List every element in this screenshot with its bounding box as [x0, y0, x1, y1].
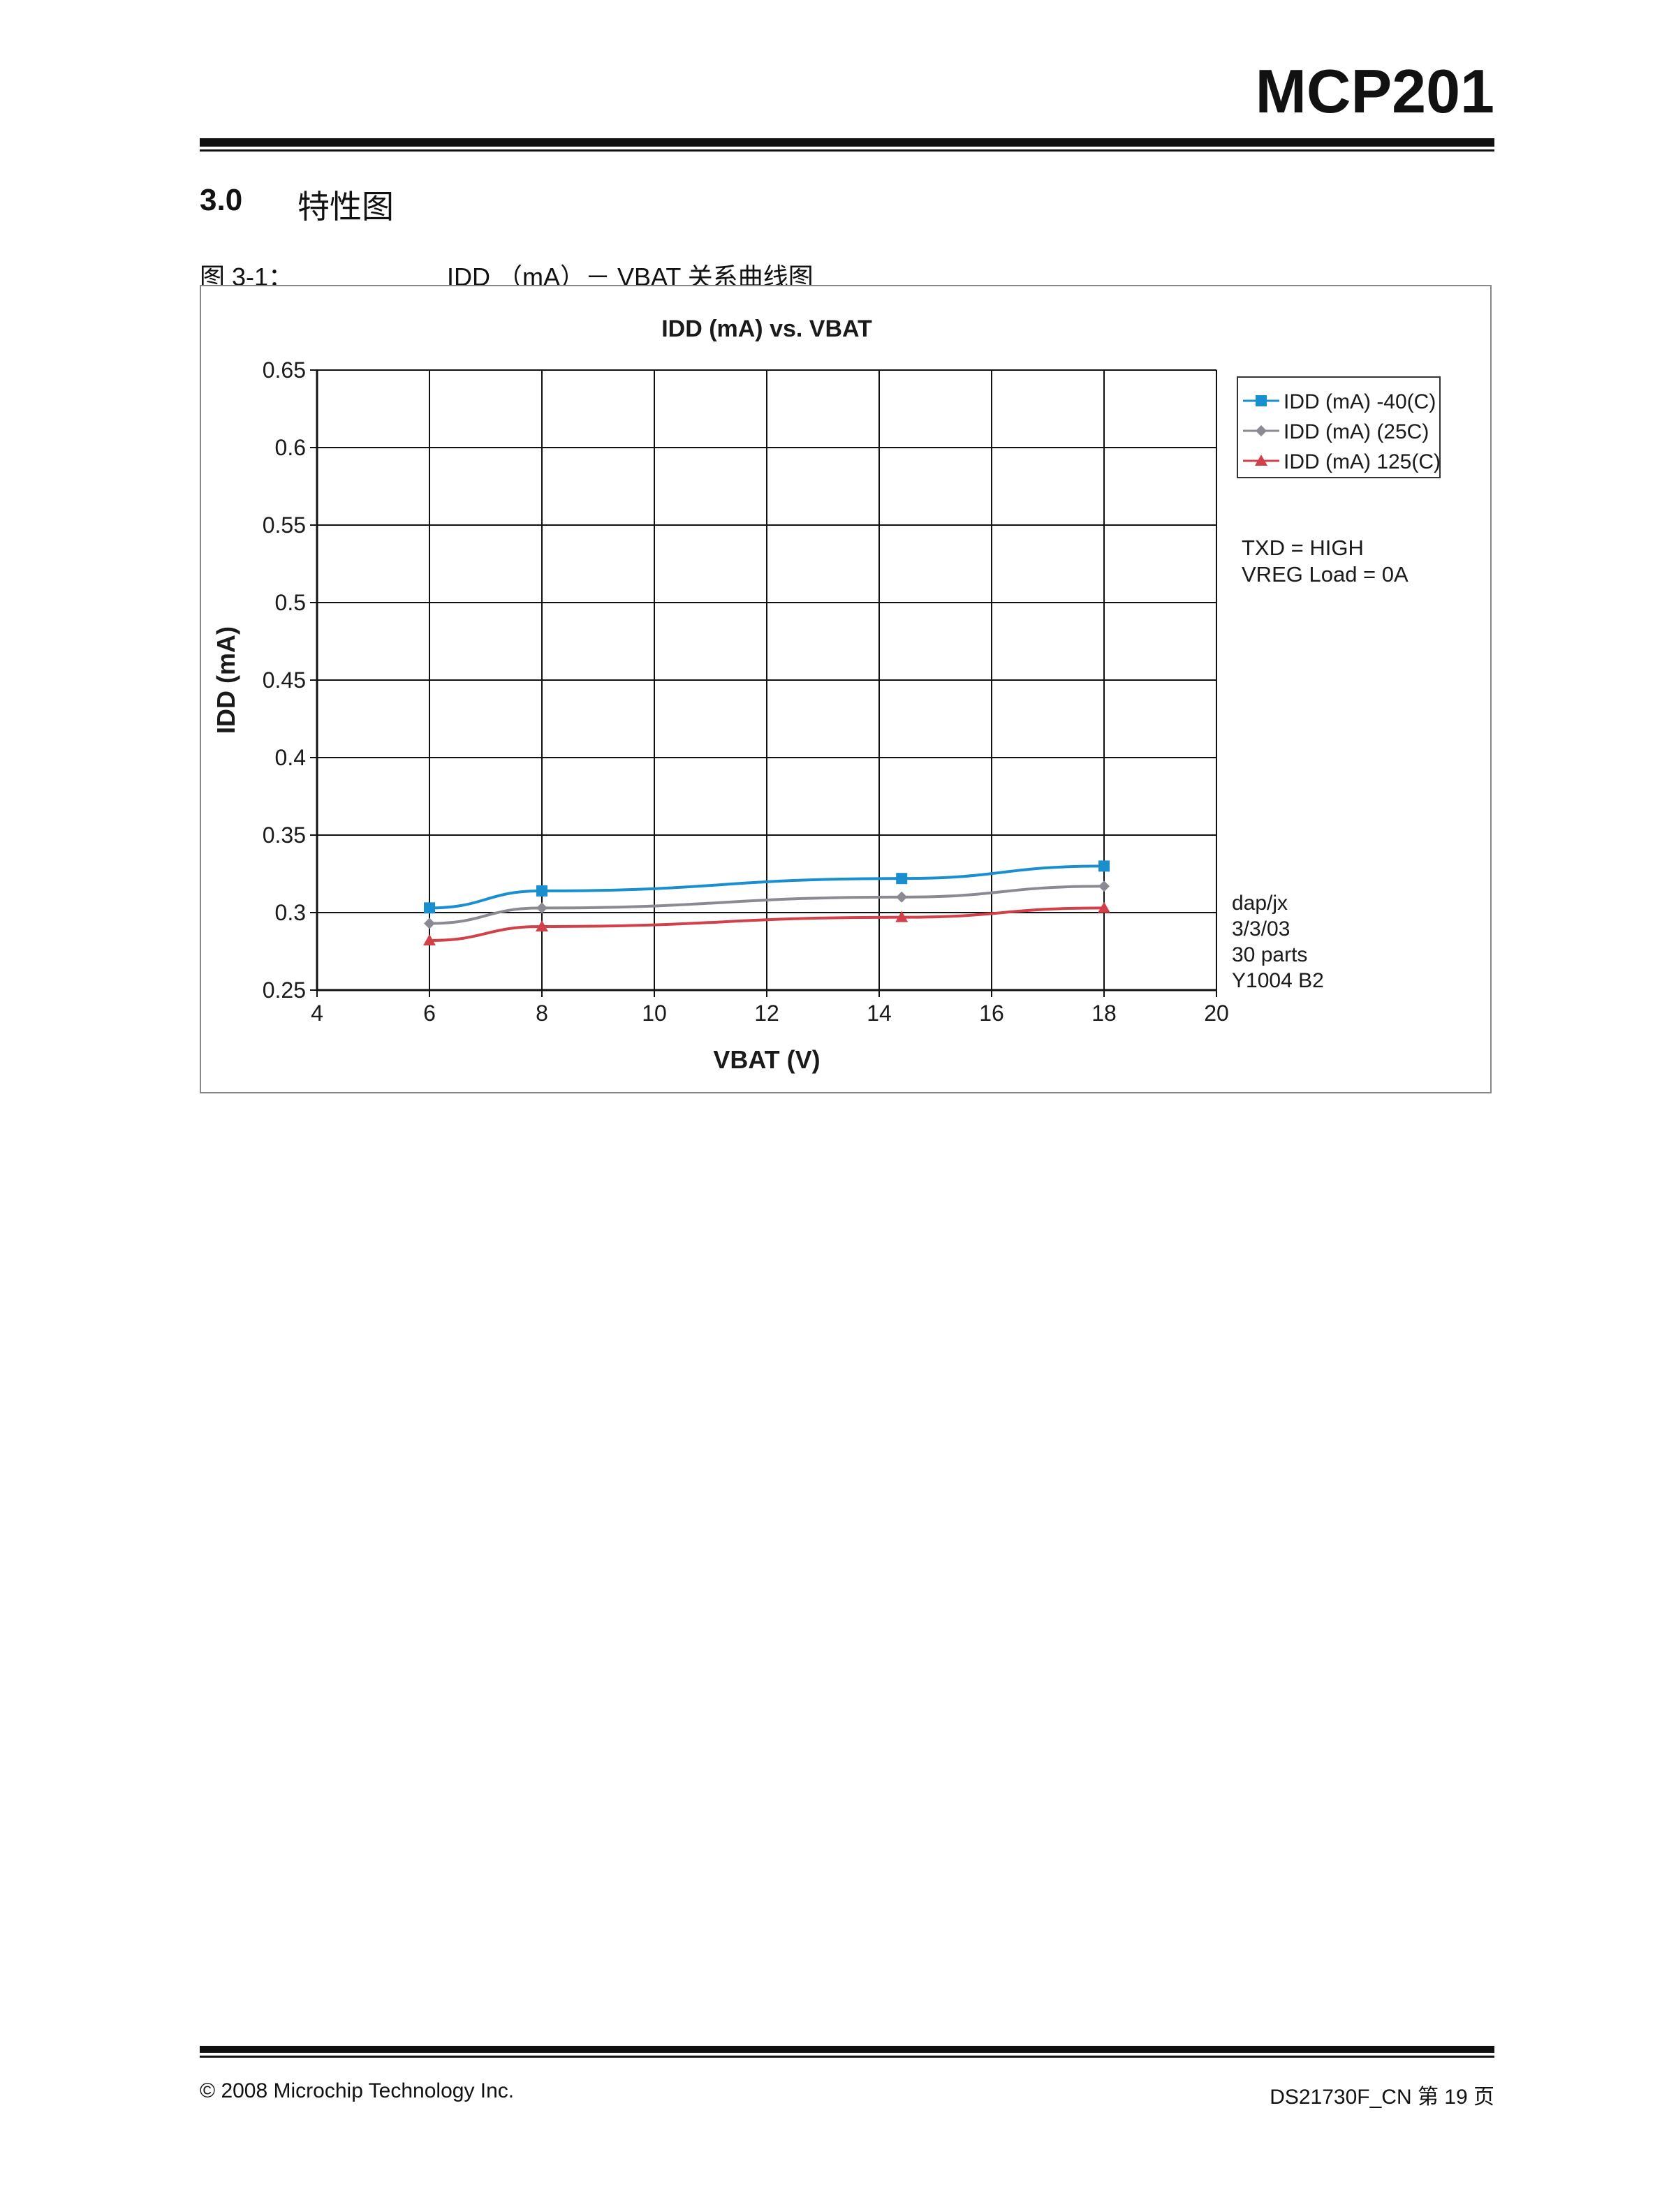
- footer-rule-thin: [200, 2056, 1494, 2058]
- section-title: 特性图: [297, 188, 394, 226]
- data-point-series-1: [896, 873, 908, 885]
- y-tick-label: 0.25: [263, 978, 306, 1003]
- x-tick-label: 12: [754, 1001, 779, 1026]
- chart: IDD (mA) vs. VBAT 0.65 0.6 0.55 0.5 0.45 0.4 0.…: [212, 316, 1441, 1074]
- x-tick-label: 18: [1091, 1001, 1117, 1026]
- legend-swatch-marker: [1256, 395, 1267, 406]
- document-title: MCP201: [1255, 57, 1494, 126]
- section-number: 3.0: [200, 183, 243, 217]
- footer-copyright: © 2008 Microchip Technology Inc.: [200, 2079, 515, 2102]
- x-axis-label: VBAT (V): [713, 1045, 820, 1074]
- x-tick-label: 16: [979, 1001, 1004, 1026]
- chart-title: IDD (mA) vs. VBAT: [661, 316, 872, 342]
- data-point-series-1: [1098, 860, 1110, 872]
- y-axis-label: IDD (mA): [212, 626, 240, 734]
- data-point-series-3: [895, 910, 909, 922]
- x-tick-label: 6: [423, 1001, 436, 1026]
- test-note: dap/jx: [1232, 892, 1288, 915]
- series-line-1: [429, 864, 1105, 910]
- y-tick-label: 0.5: [275, 590, 306, 615]
- figure-frame: IDD (mA) vs. VBAT 0.65 0.6 0.55 0.5 0.45 0.4 0.…: [200, 285, 1492, 1093]
- data-point-series-3: [1098, 901, 1110, 913]
- data-point-series-1: [536, 885, 547, 897]
- test-note: 3/3/03: [1232, 917, 1290, 941]
- legend-swatch-marker: [1256, 425, 1267, 436]
- x-tick-label: 20: [1204, 1001, 1229, 1026]
- data-point-series-2: [424, 917, 435, 929]
- footer-rule: [200, 2046, 1494, 2053]
- data-point-series-1: [424, 902, 435, 914]
- data-point-series-3: [423, 934, 436, 945]
- legend-label: IDD (mA) (25C): [1284, 420, 1429, 443]
- x-tick-label: 4: [311, 1001, 323, 1026]
- data-point-series-3: [536, 920, 548, 931]
- data-point-series-2: [1098, 880, 1110, 892]
- y-tick-label: 0.4: [275, 745, 306, 770]
- legend-label: IDD (mA) -40(C): [1284, 390, 1436, 413]
- y-tick-label: 0.6: [275, 435, 306, 460]
- y-tick-label: 0.65: [263, 357, 306, 383]
- y-tick-label: 0.45: [263, 668, 306, 693]
- y-tick-label: 0.3: [275, 900, 306, 925]
- footer-page-number: DS21730F_CN 第 19 页: [1270, 2086, 1494, 2109]
- y-tick-label: 0.55: [263, 513, 306, 538]
- legend-label: IDD (mA) 125(C): [1284, 450, 1441, 473]
- condition-note: VREG Load = 0A: [1242, 562, 1409, 587]
- x-tick-label: 10: [642, 1001, 667, 1026]
- test-note: 30 parts: [1232, 943, 1307, 966]
- test-note: Y1004 B2: [1232, 969, 1324, 992]
- x-tick-label: 8: [536, 1001, 548, 1026]
- series-line-3: [429, 906, 1105, 942]
- y-tick-label: 0.35: [263, 823, 306, 848]
- data-point-series-2: [896, 891, 908, 903]
- header-rule: [200, 138, 1494, 147]
- condition-note: TXD = HIGH: [1242, 536, 1364, 560]
- data-point-series-2: [536, 902, 547, 914]
- series-line-2: [429, 885, 1105, 925]
- legend-swatch-marker: [1255, 455, 1267, 466]
- header-rule-thin: [200, 149, 1494, 152]
- x-tick-label: 14: [867, 1001, 892, 1026]
